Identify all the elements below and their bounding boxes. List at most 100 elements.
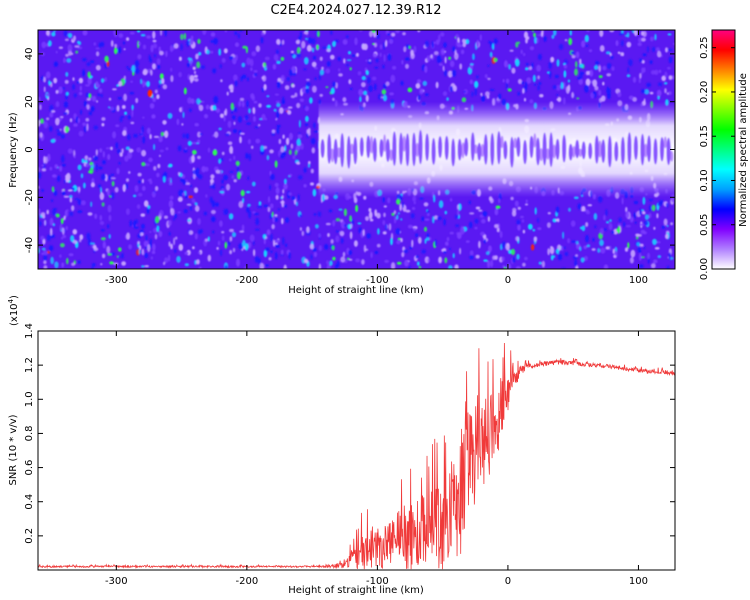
spectrogram-cell xyxy=(563,70,567,78)
spectrogram-cell xyxy=(258,103,262,108)
spectrogram-cell xyxy=(493,38,498,45)
spectrogram-cell xyxy=(61,262,65,268)
spectrogram-cell xyxy=(298,132,301,135)
spectrogram-cell xyxy=(192,149,197,155)
signal-stripe xyxy=(620,136,626,165)
spectrogram-cell xyxy=(242,239,246,248)
spectrogram-cell xyxy=(252,249,256,257)
spectrogram-cell xyxy=(248,210,252,219)
spectrogram-cell xyxy=(244,265,247,269)
spectrogram-cell xyxy=(86,61,91,67)
spectrogram-cell xyxy=(651,46,656,53)
spectrogram-cell xyxy=(154,89,158,94)
spectrogram-cell xyxy=(196,98,201,105)
spectrogram-cell xyxy=(144,265,149,268)
spectrogram-cell xyxy=(212,149,218,156)
spectrogram-cell xyxy=(153,166,157,171)
spectrogram-cell xyxy=(290,143,294,149)
spectrogram-cell xyxy=(82,30,88,36)
spectrogram-cell xyxy=(456,232,462,236)
spectrogram-cell xyxy=(553,30,557,36)
spectrogram-cell xyxy=(218,158,222,164)
spectrogram-cell xyxy=(53,190,58,197)
spectrogram-cell xyxy=(71,262,76,266)
spectrogram-cell xyxy=(299,98,304,102)
spectrogram-cell xyxy=(656,89,662,97)
spectrogram-cell xyxy=(300,143,304,150)
spectrogram-cell xyxy=(277,77,281,83)
spectrogram-cell xyxy=(93,125,99,130)
spectrogram-cell xyxy=(292,155,296,160)
spectrogram-cell xyxy=(218,48,222,56)
spectrogram-cell xyxy=(266,229,271,236)
spectrogram-cell xyxy=(354,37,358,46)
signal-stripe xyxy=(389,149,393,162)
spectrogram-cell xyxy=(201,166,206,173)
spectrogram-cell xyxy=(146,80,151,88)
spectrogram-cell xyxy=(641,209,645,212)
spectrogram-cell xyxy=(368,59,372,62)
spectrogram-cell xyxy=(301,230,305,237)
signal-stripe xyxy=(522,139,528,165)
spectrogram-cell xyxy=(499,230,503,239)
spectrogram-cell xyxy=(49,112,54,118)
y-tick-label: -40 xyxy=(24,237,35,253)
spectrogram-cell xyxy=(304,123,309,127)
spectrogram-cell xyxy=(409,246,413,250)
spectrogram-cell xyxy=(49,166,53,171)
spectrogram-cell xyxy=(359,96,362,103)
spectrogram-cell xyxy=(227,120,232,128)
spectrogram-cell xyxy=(66,58,72,63)
spectrogram-cell xyxy=(390,237,393,246)
spectrogram-cell xyxy=(280,146,285,153)
spectrogram-cell xyxy=(212,68,217,74)
spectrogram-cell xyxy=(106,224,110,229)
spectrogram-cell xyxy=(41,189,44,192)
spectrogram-cell xyxy=(41,164,45,167)
spectrogram-cell xyxy=(494,224,499,229)
spectrogram-cell xyxy=(581,205,586,212)
spectrogram-cell xyxy=(72,229,78,235)
spectrogram-cell xyxy=(118,255,121,259)
spectrogram-cell xyxy=(112,131,117,139)
spectrogram-cell xyxy=(433,51,439,56)
spectrogram-cell xyxy=(365,70,369,76)
spectrogram-cell xyxy=(326,264,331,269)
spectrogram-cell xyxy=(121,252,124,259)
spectrogram-cell xyxy=(584,84,589,93)
spectrogram-cell xyxy=(331,245,335,251)
spectrogram-cell xyxy=(152,97,156,103)
spectrogram-cell xyxy=(221,231,225,234)
spectrogram-cell xyxy=(242,74,247,79)
spectrogram-cell xyxy=(443,218,446,226)
spectrogram-cell xyxy=(346,63,350,67)
spectrogram-cell xyxy=(487,77,491,81)
signal-stripe xyxy=(607,135,612,168)
spectrogram-cell xyxy=(557,253,563,261)
spectrogram-cell xyxy=(128,148,134,153)
spectrogram-cell xyxy=(332,97,335,102)
spectrogram-cell xyxy=(212,230,215,234)
spectrogram-cell xyxy=(664,71,668,78)
spectrogram-cell xyxy=(598,75,603,79)
spectrogram-cell xyxy=(511,67,516,74)
spectrogram-cell xyxy=(167,220,172,226)
spectrogram-cell xyxy=(140,213,146,217)
spectrogram-cell xyxy=(515,236,520,242)
spectrogram-cell xyxy=(78,130,84,137)
spectrogram-cell xyxy=(460,49,465,55)
spectrogram-cell xyxy=(284,204,287,208)
spectrogram-cell xyxy=(606,87,611,95)
spectrogram-cell xyxy=(514,58,520,67)
spectrogram-cell xyxy=(646,46,650,53)
spectrogram-cell xyxy=(288,173,293,177)
spectrogram-cell xyxy=(314,77,317,81)
snr-series-line xyxy=(38,342,675,570)
y-tick-label: 0 xyxy=(24,146,35,152)
spectrogram-cell xyxy=(469,79,473,85)
spectrogram-cell xyxy=(73,123,78,127)
spectrogram-cell xyxy=(617,226,620,234)
spectrogram-cell xyxy=(629,257,634,264)
spectrogram-cell xyxy=(309,97,313,104)
spectrogram-cell xyxy=(359,90,363,95)
